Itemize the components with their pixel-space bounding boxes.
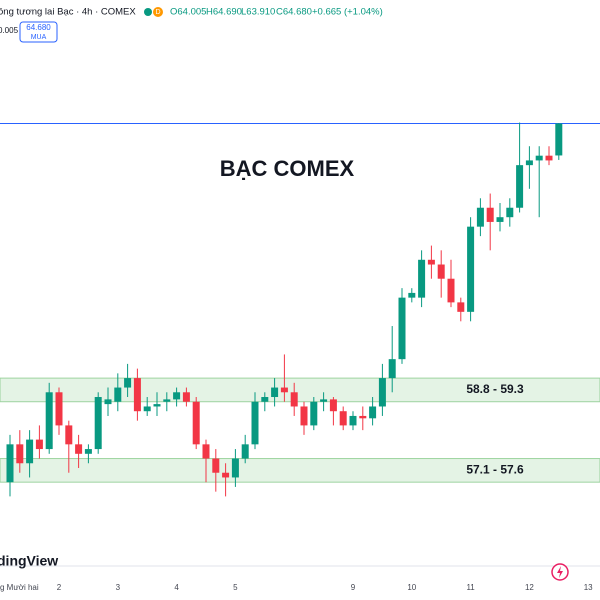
candle-body [222, 472, 230, 478]
ohlc-high: H64.690 [206, 7, 242, 18]
candle-body [271, 387, 279, 398]
candle-body [114, 387, 122, 402]
candle-body [251, 401, 259, 445]
candle-body [437, 264, 445, 279]
ohlc-open: O64.005 [170, 7, 206, 18]
change: +0.665 (+1.04%) [312, 7, 383, 18]
x-tick-label: 10 [407, 583, 416, 592]
candle-body [26, 439, 34, 464]
candle-body [447, 278, 455, 303]
x-tick-label: 11 [466, 583, 475, 592]
candle-body [320, 399, 328, 402]
candle-body [65, 425, 73, 445]
candle-body [84, 449, 92, 454]
candle-body [427, 259, 435, 265]
left-value: 0.005 [0, 26, 19, 35]
candle-body [369, 406, 377, 419]
candle-body [486, 207, 494, 222]
candle-body [35, 439, 43, 450]
candle-body [124, 378, 132, 388]
candle-body [300, 406, 308, 426]
candle-body [506, 207, 514, 218]
candle-body [378, 378, 386, 407]
candle-body [535, 155, 543, 161]
candle-body [545, 155, 553, 161]
ohlc-close: C64.680 [276, 7, 312, 18]
candle-body [280, 387, 288, 393]
candle-body [75, 444, 83, 454]
candle-body [143, 406, 151, 412]
x-tick-label: 13 [584, 583, 593, 592]
price-box-value: 64.680 [26, 23, 51, 32]
candle-body [476, 207, 484, 227]
candle-body [173, 392, 181, 400]
candle-body [55, 392, 63, 426]
price-box[interactable] [19, 21, 58, 43]
candle-body [231, 458, 239, 478]
candle-body [349, 415, 357, 426]
candle-body [104, 399, 112, 405]
plot: 58.8 - 59.3 57.1 - 57.6 [0, 122, 600, 497]
x-tick-label: 5 [233, 583, 238, 592]
candle-body [182, 392, 190, 402]
candle-body [290, 392, 298, 407]
alert-bolt [557, 566, 563, 578]
candle-body [418, 259, 426, 298]
candle-body [329, 399, 337, 412]
ohlc-low: L63.910 [241, 7, 275, 18]
zone-label: 58.8 - 59.3 [466, 382, 524, 396]
candle-body [525, 160, 533, 166]
zone [0, 377, 600, 403]
zone [0, 458, 600, 483]
zone-label: 57.1 - 57.6 [466, 463, 524, 477]
x-tick-label: 3 [116, 583, 121, 592]
candle-body [16, 444, 24, 464]
candle-body [457, 302, 465, 312]
candle-body [212, 458, 220, 473]
candle-body [339, 411, 347, 426]
chart-title: BẠC COMEX [220, 156, 355, 181]
candle-body [241, 444, 249, 459]
status-dot [144, 8, 152, 16]
candle-body [261, 397, 269, 402]
candle-body [359, 415, 367, 419]
candle-body [6, 444, 14, 483]
x-tick-label: g Mười hai [0, 583, 39, 592]
candle-body [516, 165, 524, 208]
candle-body [202, 444, 210, 459]
badge-bg [153, 7, 163, 17]
candle-body [398, 297, 406, 360]
x-tick-label: 2 [57, 583, 62, 592]
candle-body [555, 123, 563, 156]
candle-body [467, 226, 475, 312]
candle-body [133, 378, 141, 412]
candle-body [94, 397, 102, 450]
badge: D [155, 9, 160, 16]
symbol: ồng tương lai Bạc · 4h · COMEX [0, 7, 136, 18]
x-tick-label: 9 [351, 583, 356, 592]
candle-body [192, 401, 200, 445]
price-box-label: MUA [31, 34, 47, 41]
logo: dingView [0, 553, 58, 569]
candle-body [408, 292, 416, 298]
candle-body [153, 404, 161, 407]
x-tick-label: 4 [174, 583, 179, 592]
candle-body [45, 392, 53, 450]
candle-body [496, 217, 504, 222]
x-tick-label: 12 [525, 583, 534, 592]
candle-body [310, 401, 318, 426]
candle-body [163, 399, 171, 402]
candle-body [388, 359, 396, 379]
